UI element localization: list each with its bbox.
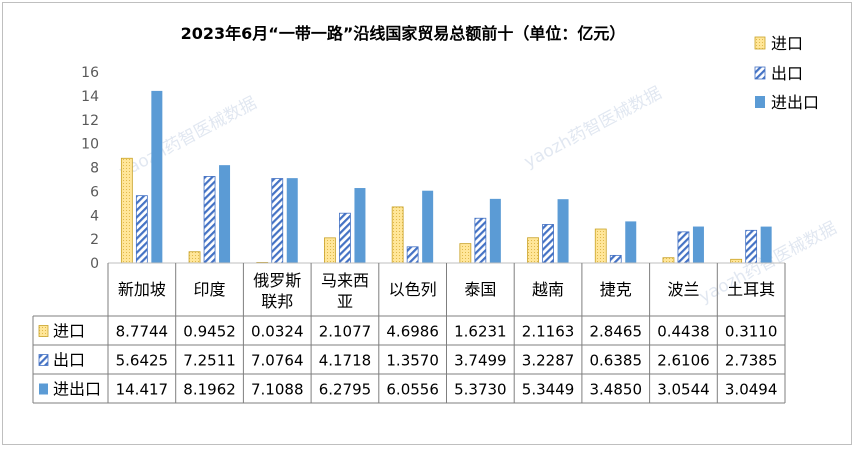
table-value: 7.0764: [251, 352, 304, 370]
table-value: 5.3449: [522, 381, 575, 399]
bar-export: [474, 217, 487, 264]
table-value: 2.7385: [725, 352, 778, 370]
x-tick-label: 越南: [532, 280, 564, 299]
table-value: 7.1088: [251, 381, 304, 399]
table-value: 0.4438: [657, 323, 710, 341]
bar-import: [527, 237, 539, 264]
legend-label: 出口: [771, 64, 803, 83]
table-legend-key: [39, 383, 48, 395]
x-tick-label: 波兰: [667, 280, 699, 299]
chart-svg: 2023年6月“一带一路”沿线国家贸易总额前十（单位：亿元） 0 2 4 6 8 10 12 1…: [32, 24, 840, 404]
table-value: 8.1962: [183, 381, 236, 399]
watermark-text: yaozh药智医械数据: [521, 83, 665, 172]
y-tick-label: 0: [90, 256, 99, 272]
bar-total: [354, 188, 366, 263]
bar-export: [745, 229, 758, 264]
bar-import: [662, 257, 675, 264]
x-tick-label: 马来西: [321, 271, 369, 290]
legend-label: 进口: [771, 34, 803, 53]
bar-import: [391, 206, 404, 264]
bar-import: [730, 258, 743, 264]
y-tick-label: 12: [81, 113, 99, 129]
table-value: 14.417: [116, 381, 169, 399]
table-value: 2.1077: [319, 323, 372, 341]
bar-export: [271, 178, 284, 264]
bar-export: [542, 224, 554, 264]
watermark-text: yaozh药智医械数据: [116, 93, 260, 182]
table-legend-key: [38, 354, 49, 366]
chart-title: 2023年6月“一带一路”沿线国家贸易总额前十（单位：亿元）: [181, 24, 626, 43]
bar-total: [760, 226, 772, 263]
table-series-name: 出口: [53, 351, 85, 370]
table-legend-key: [38, 325, 49, 337]
bar-import: [120, 157, 133, 264]
bar-total: [219, 165, 231, 263]
table-value: 0.9452: [183, 323, 236, 341]
table-value: 0.6385: [590, 352, 643, 370]
table-value: 3.4850: [590, 381, 643, 399]
bar-export: [339, 212, 351, 264]
x-tick-label: 土耳其: [727, 280, 775, 299]
bar-total: [489, 198, 501, 263]
chart-frame: 2023年6月“一带一路”沿线国家贸易总额前十（单位：亿元） 0 2 4 6 8 10 12 1…: [2, 2, 852, 445]
y-tick-label: 2: [90, 232, 99, 248]
bar-total: [625, 221, 637, 263]
y-tick-label: 16: [81, 65, 99, 81]
bar-export: [203, 176, 216, 264]
y-tick-label: 6: [90, 184, 99, 200]
bar-export: [135, 195, 148, 264]
table-value: 3.0544: [657, 381, 710, 399]
x-tick-label: 亚: [337, 292, 353, 311]
legend-key: [755, 96, 765, 108]
x-tick-label: 联邦: [261, 292, 293, 311]
table-value: 2.1163: [522, 323, 575, 341]
y-tick-label: 4: [90, 208, 99, 224]
y-tick-label: 14: [81, 89, 99, 105]
bar-export: [677, 231, 690, 264]
table-value: 4.6986: [386, 323, 439, 341]
x-tick-label: 泰国: [464, 280, 496, 299]
bar-export: [609, 254, 622, 264]
bar-total: [286, 178, 298, 263]
table-value: 2.6106: [657, 352, 710, 370]
table-value: 1.6231: [454, 323, 507, 341]
table-value: 4.1718: [319, 352, 372, 370]
table-value: 3.2287: [522, 352, 575, 370]
bar-total: [557, 199, 569, 263]
y-tick-label: 10: [81, 137, 99, 153]
legend-label: 进出口: [771, 93, 819, 112]
bar-import: [324, 237, 336, 264]
x-tick-label: 以色列: [389, 280, 437, 299]
x-tick-label: 捷克: [600, 280, 632, 299]
table-value: 2.8465: [590, 323, 643, 341]
bar-total: [422, 190, 434, 263]
table-series-name: 进出口: [53, 380, 101, 399]
bar-total: [151, 90, 163, 263]
y-tick-label: 8: [90, 161, 99, 177]
x-tick-label: 印度: [194, 280, 226, 299]
bar-import: [594, 228, 607, 264]
table-value: 0.3110: [725, 323, 778, 341]
x-tick-label: 俄罗斯: [253, 271, 301, 290]
table-value: 8.7744: [116, 323, 169, 341]
table-value: 6.0556: [386, 381, 439, 399]
legend-key: [754, 36, 766, 50]
table-value: 7.2511: [183, 352, 236, 370]
bar-import: [459, 243, 472, 264]
table-value: 3.7499: [454, 352, 507, 370]
table-value: 6.2795: [319, 381, 372, 399]
table-value: 0.0324: [251, 323, 304, 341]
table-value: 5.3730: [454, 381, 507, 399]
bar-import: [188, 251, 201, 264]
bar-total: [692, 226, 704, 263]
table-value: 3.0494: [725, 381, 778, 399]
x-tick-label: 新加坡: [118, 280, 166, 299]
legend-key: [754, 66, 766, 80]
bar-export: [406, 246, 419, 264]
table-value: 1.3570: [386, 352, 439, 370]
table-series-name: 进口: [53, 322, 85, 341]
table-value: 5.6425: [116, 352, 169, 370]
